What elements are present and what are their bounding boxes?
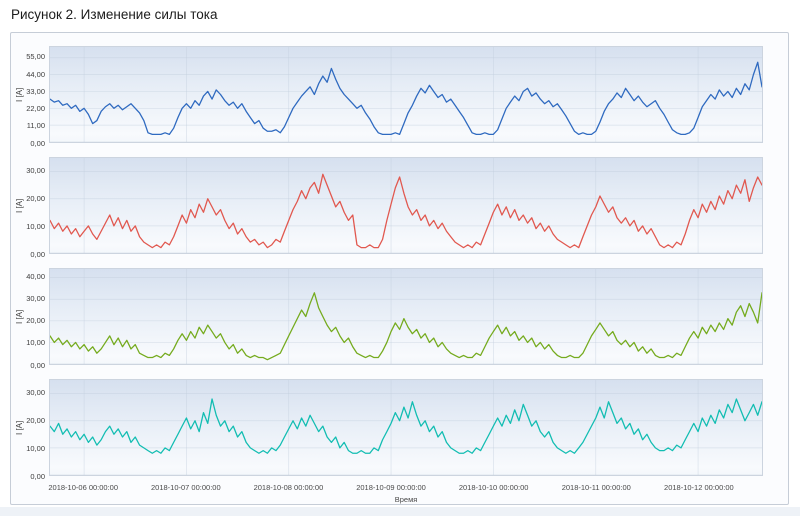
y-tick-label: 40,00 (26, 272, 45, 282)
x-tick-label: 2018-10-09 00:00:00 (356, 483, 426, 492)
series-line (50, 292, 762, 361)
subchart-current-series-2: I [A] 0,00 10,00 20,00 30,00 (11, 157, 788, 257)
y-tick-label: 10,00 (26, 443, 45, 453)
line-chart-svg (50, 47, 762, 142)
y-tick-label: 30,00 (26, 294, 45, 304)
line-chart-svg (50, 269, 762, 364)
plot-area (49, 157, 763, 254)
y-axis-tick-labels: 0,00 10,00 20,00 30,00 (25, 157, 48, 257)
y-axis-tick-labels: 0,00 10,00 20,00 30,00 (25, 379, 48, 479)
x-tick-label: 2018-10-08 00:00:00 (253, 483, 324, 492)
series-line (50, 173, 762, 249)
y-tick-label: 44,00 (26, 69, 45, 79)
x-tick-label: 2018-10-10 00:00:00 (458, 483, 529, 492)
figure-title: Рисунок 2. Изменение силы тока (11, 7, 218, 22)
x-tick-label: 2018-10-07 00:00:00 (150, 483, 221, 492)
page-bottom-strip (0, 507, 800, 516)
line-chart-svg (50, 158, 762, 253)
y-tick-label: 11,00 (26, 121, 45, 131)
plot-area (49, 379, 763, 476)
x-tick-label: 2018-10-12 00:00:00 (664, 483, 734, 492)
subchart-current-series-3: I [A] 0,00 10,00 20,00 30,00 40,00 (11, 268, 788, 368)
line-chart-svg (50, 380, 762, 475)
y-tick-label: 30,00 (26, 166, 45, 176)
x-axis-title: Время (394, 495, 418, 504)
plot-area (49, 46, 763, 143)
y-tick-label: 0,00 (30, 471, 45, 481)
x-tick-label: 2018-10-06 00:00:00 (48, 483, 119, 492)
y-tick-label: 0,00 (30, 360, 45, 370)
y-tick-label: 20,00 (26, 316, 45, 326)
y-tick-label: 22,00 (26, 103, 45, 113)
plot-area (49, 268, 763, 365)
series-line (50, 398, 762, 454)
series-line (50, 61, 762, 135)
y-tick-label: 10,00 (26, 338, 45, 348)
subchart-current-series-1: I [A] 0,00 11,00 22,00 33,00 44,00 55,00 (11, 46, 788, 146)
y-tick-label: 55,00 (26, 52, 45, 62)
y-tick-label: 20,00 (26, 415, 45, 425)
y-tick-label: 10,00 (26, 221, 45, 231)
y-tick-label: 0,00 (30, 249, 45, 259)
x-tick-label: 2018-10-11 00:00:00 (561, 483, 631, 492)
y-axis-tick-labels: 0,00 10,00 20,00 30,00 40,00 (25, 268, 48, 368)
y-tick-label: 20,00 (26, 193, 45, 203)
y-tick-label: 30,00 (26, 388, 45, 398)
y-tick-label: 33,00 (26, 86, 45, 96)
y-axis-tick-labels: 0,00 11,00 22,00 33,00 44,00 55,00 (25, 46, 48, 146)
chart-panel: I [A] 0,00 11,00 22,00 33,00 44,00 55,00 I [A… (10, 32, 789, 505)
x-axis-tick-labels: 2018-10-06 00:00:00 2018-10-07 00:00:00 20… (11, 483, 788, 495)
subchart-current-series-4: I [A] 0,00 10,00 20,00 30,00 (11, 379, 788, 479)
y-tick-label: 0,00 (30, 138, 45, 148)
